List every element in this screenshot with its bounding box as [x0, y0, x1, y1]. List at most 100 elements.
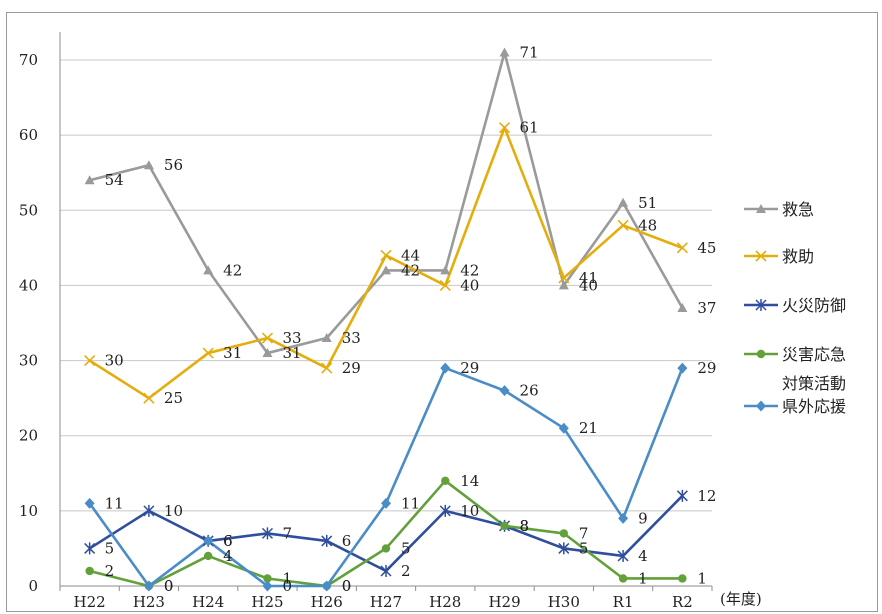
data-point-marker	[558, 280, 569, 290]
data-point-marker	[261, 527, 273, 540]
x-axis-label: (年度)	[720, 590, 762, 608]
data-label: 30	[105, 352, 124, 370]
data-point-marker	[500, 521, 509, 531]
data-label: 9	[638, 509, 648, 527]
data-point-marker	[440, 265, 451, 275]
data-point-marker	[618, 512, 629, 524]
data-label: 8	[520, 517, 530, 535]
data-label: 0	[164, 577, 174, 595]
data-label: 5	[105, 539, 115, 557]
data-point-marker	[441, 476, 450, 485]
legend-marker-4	[756, 400, 766, 412]
y-tick-label: 50	[19, 201, 38, 219]
data-label: 33	[342, 329, 361, 347]
x-tick-label: H27	[370, 593, 402, 611]
data-point-marker	[143, 580, 154, 592]
data-point-marker	[263, 574, 272, 583]
data-label: 10	[164, 502, 183, 520]
legend-marker-2	[755, 299, 767, 311]
x-tick-label: H29	[488, 593, 520, 611]
y-tick-label: 0	[28, 577, 38, 595]
data-label: 5	[579, 539, 589, 557]
data-point-marker	[321, 333, 332, 343]
y-tick-label: 20	[19, 427, 38, 445]
y-tick-label: 70	[19, 51, 38, 69]
data-point-marker	[262, 580, 273, 592]
data-point-marker	[559, 529, 569, 538]
x-tick-label: R2	[672, 593, 693, 611]
data-point-marker	[321, 362, 333, 374]
data-point-marker	[84, 355, 96, 367]
data-label: 42	[460, 261, 479, 279]
chart-frame	[6, 12, 878, 612]
y-tick-label: 40	[19, 276, 38, 294]
data-label: 48	[638, 216, 657, 234]
x-tick-label: H24	[192, 593, 224, 611]
data-point-marker	[498, 122, 511, 134]
x-tick-label: H25	[251, 593, 283, 611]
data-label: 31	[282, 344, 301, 362]
data-point-marker	[618, 574, 628, 583]
data-point-marker	[678, 574, 687, 583]
data-point-marker	[203, 535, 214, 547]
y-tick-label: 10	[19, 502, 38, 520]
data-label: 7	[579, 524, 589, 542]
x-tick-label: H22	[74, 593, 106, 611]
data-label: 0	[164, 577, 174, 595]
data-point-marker	[202, 347, 214, 359]
data-point-marker	[381, 497, 391, 509]
data-label: 1	[638, 569, 648, 587]
legend-marker-0	[756, 204, 766, 213]
data-label: 0	[342, 577, 352, 595]
data-label: 1	[697, 569, 707, 587]
x-tick-label: H26	[311, 593, 343, 611]
data-point-marker	[380, 564, 392, 577]
data-point-marker	[261, 332, 274, 344]
data-point-marker	[440, 362, 451, 374]
data-point-marker	[499, 47, 510, 57]
data-point-marker	[499, 385, 510, 397]
legend-label-1: 救助	[782, 247, 814, 266]
data-point-marker	[381, 544, 391, 553]
x-tick-label: R1	[613, 593, 634, 611]
data-label: 29	[342, 359, 361, 377]
data-point-marker	[321, 580, 332, 592]
x-tick-label: H28	[429, 593, 461, 611]
data-label: 56	[164, 156, 183, 174]
data-point-marker	[143, 160, 154, 170]
data-point-marker	[381, 265, 391, 275]
data-point-marker	[677, 362, 688, 374]
data-label: 5	[401, 539, 411, 557]
data-point-marker	[617, 219, 629, 231]
data-label: 54	[105, 171, 124, 189]
data-label: 45	[697, 239, 716, 257]
data-label: 29	[697, 359, 716, 377]
legend-label-4: 県外応援	[782, 397, 846, 416]
data-label: 44	[401, 246, 420, 264]
data-label: 31	[223, 344, 242, 362]
data-label: 25	[164, 389, 183, 407]
data-label: 42	[401, 261, 420, 279]
data-point-marker	[85, 566, 94, 576]
data-point-marker	[676, 489, 688, 502]
data-point-marker	[321, 534, 333, 547]
data-label: 40	[579, 276, 598, 294]
data-point-marker	[84, 497, 95, 509]
data-label: 4	[223, 547, 233, 565]
data-point-marker	[262, 348, 273, 358]
data-point-marker	[558, 422, 569, 434]
data-label: 40	[460, 276, 479, 294]
data-label: 6	[223, 532, 233, 550]
data-label: 21	[579, 419, 598, 437]
x-tick-label: H23	[133, 593, 165, 611]
data-point-marker	[84, 175, 95, 185]
legend-label-2: 火災防御	[782, 296, 846, 315]
data-point-marker	[84, 542, 96, 555]
data-label: 6	[342, 532, 352, 550]
data-point-marker	[677, 302, 688, 312]
data-label: 12	[697, 487, 716, 505]
data-label: 1	[282, 569, 292, 587]
data-point-marker	[439, 504, 451, 517]
y-tick-label: 60	[19, 126, 38, 144]
data-label: 11	[401, 494, 420, 512]
